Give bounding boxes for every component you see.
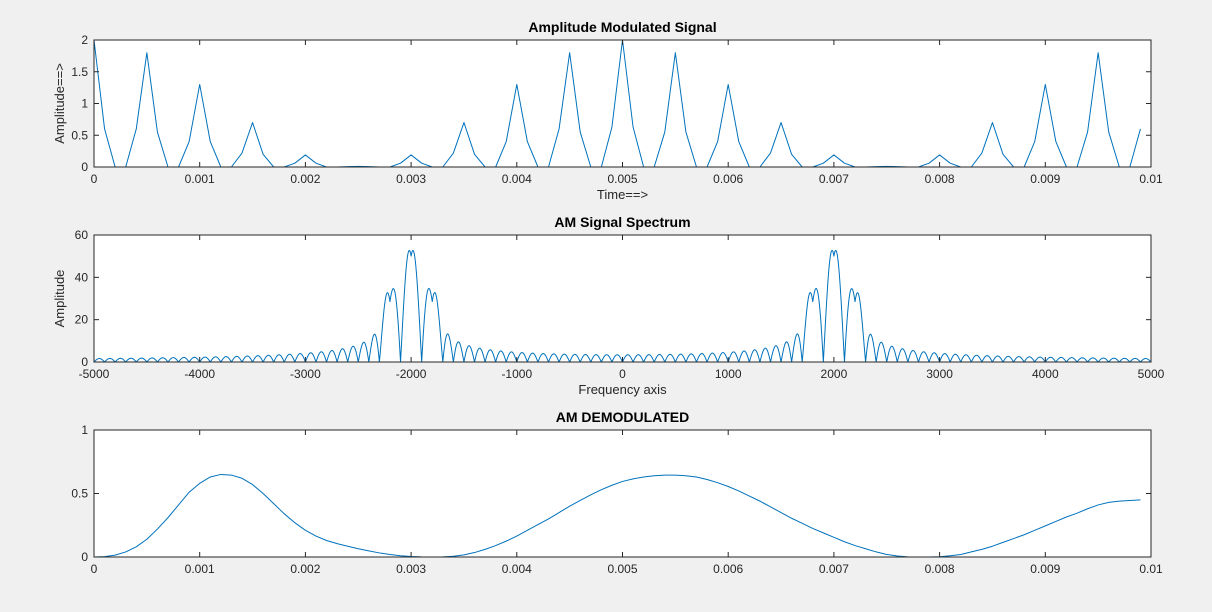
x-tick-label: 0.009: [1030, 562, 1060, 576]
y-tick-label: 20: [75, 313, 89, 327]
y-tick-label: 0: [81, 355, 88, 369]
x-tick-label: 0.007: [819, 172, 849, 186]
y-tick-label: 60: [75, 228, 89, 242]
x-tick-label: 0.007: [819, 562, 849, 576]
x-tick-label: 0.004: [502, 562, 532, 576]
x-tick-label: 0.01: [1139, 172, 1163, 186]
x-tick-label: 0.002: [290, 172, 320, 186]
x-axis-label: Frequency axis: [578, 382, 667, 397]
chart-title: AM Signal Spectrum: [554, 214, 690, 230]
x-tick-label: 0.008: [925, 562, 955, 576]
plot-area: [94, 430, 1151, 557]
x-tick-label: 0.003: [396, 562, 426, 576]
x-tick-label: -5000: [79, 367, 110, 381]
x-axis-label: Time==>: [597, 187, 648, 202]
y-tick-label: 2: [81, 33, 88, 47]
y-axis-label: Amplitude: [52, 270, 67, 328]
y-tick-label: 40: [75, 270, 89, 284]
x-tick-label: 2000: [821, 367, 848, 381]
x-tick-label: 0.005: [607, 172, 637, 186]
x-tick-label: 0.001: [185, 562, 215, 576]
y-tick-label: 0.5: [71, 128, 88, 142]
y-tick-label: 1: [81, 423, 88, 437]
x-tick-label: -3000: [290, 367, 321, 381]
x-tick-label: 0.006: [713, 562, 743, 576]
x-tick-label: 4000: [1032, 367, 1059, 381]
x-tick-label: 0.01: [1139, 562, 1163, 576]
x-tick-label: 0: [91, 172, 98, 186]
x-tick-label: 0.009: [1030, 172, 1060, 186]
x-tick-label: 0.001: [185, 172, 215, 186]
y-tick-label: 1.5: [71, 65, 88, 79]
x-tick-label: 0.003: [396, 172, 426, 186]
y-tick-label: 1: [81, 97, 88, 111]
x-tick-label: 5000: [1138, 367, 1165, 381]
x-tick-label: 0: [619, 367, 626, 381]
subplot-1: 0 0.001 0.002 0.003 0.004 0.005 0.006 0.007 0.00…: [52, 19, 1163, 202]
chart-title: Amplitude Modulated Signal: [528, 19, 716, 35]
y-tick-label: 0: [81, 550, 88, 564]
plot-area: [94, 40, 1151, 167]
x-tick-label: 0.004: [502, 172, 532, 186]
y-tick-label: 0: [81, 160, 88, 174]
y-axis-label: Amplitude==>: [52, 63, 67, 144]
x-tick-label: -1000: [501, 367, 532, 381]
x-tick-label: 3000: [926, 367, 953, 381]
y-tick-label: 0.5: [71, 487, 88, 501]
chart-title: AM DEMODULATED: [556, 409, 690, 425]
x-tick-label: 0: [91, 562, 98, 576]
plot-area: [94, 235, 1151, 362]
x-tick-label: 0.006: [713, 172, 743, 186]
x-tick-label: 0.005: [607, 562, 637, 576]
x-tick-label: -2000: [396, 367, 427, 381]
x-tick-label: 0.008: [925, 172, 955, 186]
subplot-3: 0 0.001 0.002 0.003 0.004 0.005 0.006 0.007 0.00…: [71, 409, 1163, 576]
x-tick-label: 0.002: [290, 562, 320, 576]
x-tick-label: -4000: [184, 367, 215, 381]
series-line-1: [93, 473, 1141, 558]
x-tick-label: 1000: [715, 367, 742, 381]
subplot-2: -5000 -4000 -3000 -2000 -1000 0 1000 2000 3000 40…: [52, 214, 1165, 397]
